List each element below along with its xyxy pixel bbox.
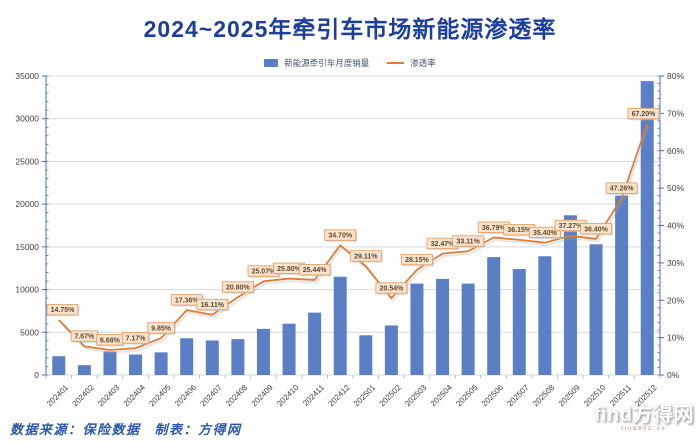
svg-text:37.27%: 37.27% — [559, 223, 584, 230]
svg-text:28.15%: 28.15% — [405, 257, 430, 264]
svg-text:47.26%: 47.26% — [610, 186, 635, 193]
svg-text:5000: 5000 — [20, 327, 39, 337]
legend-line-label: 渗透率 — [410, 58, 436, 68]
svg-text:14.75%: 14.75% — [51, 307, 76, 314]
svg-text:202409: 202409 — [250, 383, 276, 409]
svg-text:17.36%: 17.36% — [175, 297, 200, 304]
svg-text:0%: 0% — [667, 370, 680, 380]
svg-text:36.15%: 36.15% — [507, 227, 532, 234]
chart-legend: 新能源牵引车月度销量 渗透率 — [0, 57, 700, 69]
svg-text:202404: 202404 — [122, 383, 148, 409]
svg-text:202503: 202503 — [403, 383, 429, 409]
svg-text:10000: 10000 — [15, 285, 39, 295]
svg-text:80%: 80% — [667, 71, 684, 81]
svg-text:202501: 202501 — [352, 383, 378, 409]
watermark-text: find方得网 — [593, 404, 694, 426]
svg-text:9.85%: 9.85% — [151, 325, 172, 332]
svg-text:202507: 202507 — [505, 383, 531, 409]
svg-text:202408: 202408 — [224, 383, 250, 409]
svg-text:202411: 202411 — [301, 383, 326, 408]
svg-text:20%: 20% — [667, 295, 684, 305]
data-source-note: 数据来源：保险数据 制表：方得网 — [10, 419, 256, 438]
svg-text:25000: 25000 — [15, 156, 39, 166]
svg-text:25.07%: 25.07% — [252, 269, 277, 276]
svg-text:0: 0 — [34, 370, 39, 380]
svg-text:202402: 202402 — [71, 383, 97, 409]
svg-text:6.68%: 6.68% — [100, 337, 121, 344]
svg-text:36.79%: 36.79% — [482, 225, 507, 232]
svg-text:202509: 202509 — [557, 383, 583, 409]
svg-text:7.67%: 7.67% — [74, 334, 95, 341]
maker-label: 制表：方得网 — [154, 422, 242, 437]
svg-text:202502: 202502 — [378, 383, 404, 409]
svg-text:60%: 60% — [667, 146, 684, 156]
svg-text:202508: 202508 — [531, 383, 557, 409]
svg-text:7.17%: 7.17% — [126, 336, 147, 343]
site-watermark-logo: find方得网 find800.cn — [594, 405, 694, 433]
svg-text:70%: 70% — [667, 108, 684, 118]
legend-line-marker-icon — [387, 62, 405, 64]
svg-text:30%: 30% — [667, 258, 684, 268]
svg-text:29.11%: 29.11% — [354, 254, 378, 261]
watermark-subtext: find800.cn — [621, 426, 667, 432]
source-label: 数据来源：保险数据 — [10, 422, 141, 437]
svg-text:202505: 202505 — [454, 383, 480, 409]
svg-text:50%: 50% — [667, 183, 684, 193]
svg-text:32.47%: 32.47% — [431, 241, 456, 248]
svg-text:202506: 202506 — [480, 383, 506, 409]
svg-text:34.70%: 34.70% — [328, 233, 353, 240]
svg-text:20000: 20000 — [15, 199, 39, 209]
svg-text:20.54%: 20.54% — [380, 286, 405, 293]
svg-text:30000: 30000 — [15, 114, 39, 124]
svg-text:25.44%: 25.44% — [303, 267, 328, 274]
svg-text:20.80%: 20.80% — [226, 285, 251, 292]
svg-text:36.40%: 36.40% — [584, 226, 609, 233]
svg-text:35000: 35000 — [15, 71, 39, 81]
svg-text:202407: 202407 — [198, 383, 224, 409]
svg-text:16.11%: 16.11% — [201, 302, 225, 309]
svg-text:10%: 10% — [667, 333, 684, 343]
legend-bar-label: 新能源牵引车月度销量 — [284, 58, 370, 68]
svg-text:202403: 202403 — [96, 383, 122, 409]
svg-text:202401: 202401 — [45, 383, 71, 409]
svg-text:35.40%: 35.40% — [533, 230, 558, 237]
svg-text:67.20%: 67.20% — [632, 111, 657, 118]
page-title: 2024~2025年牵引车市场新能源渗透率 — [143, 16, 557, 42]
legend-bar-swatch-icon — [264, 59, 279, 67]
svg-text:15000: 15000 — [15, 242, 39, 252]
svg-text:202504: 202504 — [429, 383, 455, 409]
svg-text:202406: 202406 — [173, 383, 199, 409]
svg-text:202405: 202405 — [147, 383, 173, 409]
svg-text:202410: 202410 — [275, 383, 301, 409]
svg-text:33.11%: 33.11% — [456, 239, 480, 246]
svg-text:40%: 40% — [667, 221, 684, 231]
svg-text:25.80%: 25.80% — [277, 266, 302, 273]
svg-text:202412: 202412 — [326, 383, 352, 409]
